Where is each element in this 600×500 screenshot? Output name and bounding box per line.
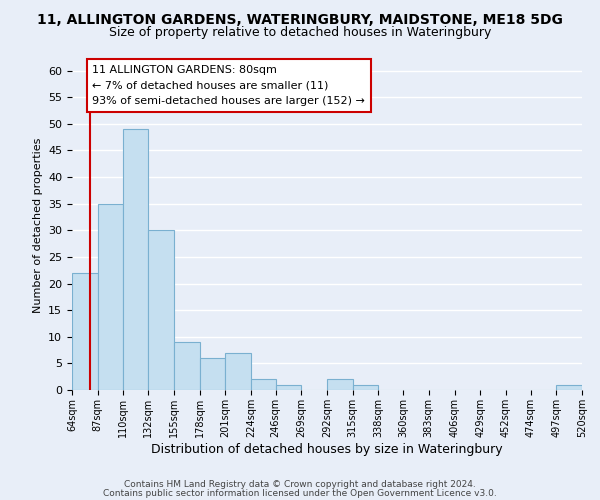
Bar bbox=[148, 230, 174, 390]
Bar bbox=[72, 273, 98, 390]
Bar bbox=[275, 384, 301, 390]
Bar bbox=[174, 342, 199, 390]
Bar bbox=[98, 204, 124, 390]
Y-axis label: Number of detached properties: Number of detached properties bbox=[32, 138, 43, 312]
Bar bbox=[124, 129, 148, 390]
X-axis label: Distribution of detached houses by size in Wateringbury: Distribution of detached houses by size … bbox=[151, 442, 503, 456]
Bar bbox=[225, 352, 251, 390]
Text: Contains public sector information licensed under the Open Government Licence v3: Contains public sector information licen… bbox=[103, 488, 497, 498]
Bar bbox=[556, 384, 582, 390]
Bar bbox=[251, 380, 275, 390]
Text: 11, ALLINGTON GARDENS, WATERINGBURY, MAIDSTONE, ME18 5DG: 11, ALLINGTON GARDENS, WATERINGBURY, MAI… bbox=[37, 12, 563, 26]
Text: Size of property relative to detached houses in Wateringbury: Size of property relative to detached ho… bbox=[109, 26, 491, 39]
Bar bbox=[199, 358, 225, 390]
Bar bbox=[353, 384, 379, 390]
Bar bbox=[327, 380, 353, 390]
Text: Contains HM Land Registry data © Crown copyright and database right 2024.: Contains HM Land Registry data © Crown c… bbox=[124, 480, 476, 489]
Text: 11 ALLINGTON GARDENS: 80sqm
← 7% of detached houses are smaller (11)
93% of semi: 11 ALLINGTON GARDENS: 80sqm ← 7% of deta… bbox=[92, 65, 365, 106]
